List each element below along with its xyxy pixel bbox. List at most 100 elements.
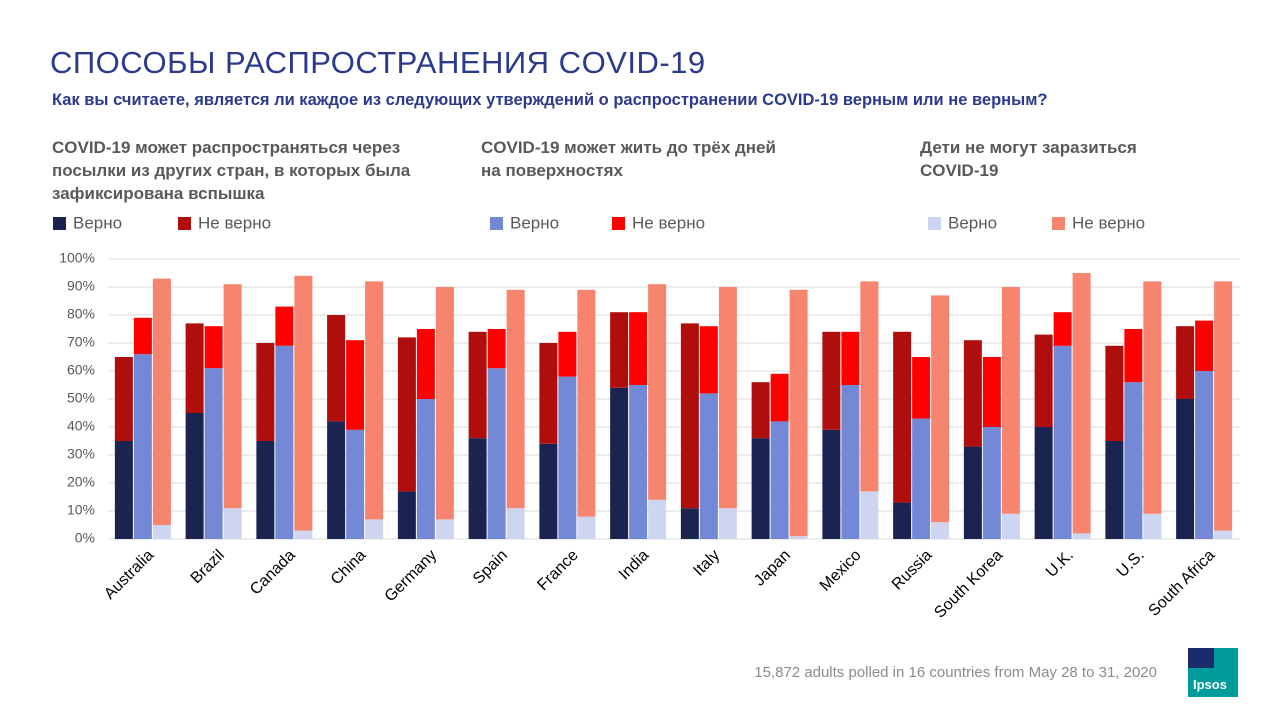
bar-segment (327, 421, 346, 539)
bar-segment (346, 429, 365, 539)
bar-segment (256, 441, 275, 539)
bar-segment (365, 281, 384, 520)
bar-segment (275, 306, 294, 346)
y-tick-label: 50% (67, 390, 95, 406)
bar-segment (327, 315, 346, 422)
bar-segment (1176, 399, 1195, 539)
bar-segment (1072, 533, 1091, 539)
bar-segment (1034, 427, 1053, 539)
x-tick-label: China (328, 547, 370, 589)
bar-segment (365, 519, 384, 539)
bar-segment (841, 385, 860, 539)
bar-segment (680, 323, 699, 509)
logo-text: Ipsos (1193, 677, 1227, 692)
bar-segment (751, 382, 770, 439)
bar-segment (416, 399, 435, 539)
bar-segment (114, 357, 133, 441)
y-tick-label: 20% (67, 474, 95, 490)
bar-segment (1001, 287, 1020, 514)
bar-segment (860, 491, 879, 539)
bar-segment (577, 289, 596, 517)
bar-segment (294, 275, 313, 531)
bar-segment (610, 312, 629, 388)
legend-swatch (612, 217, 625, 230)
bar-segment (468, 331, 487, 439)
bar-segment (506, 508, 525, 539)
legend-label: Верно (73, 213, 122, 232)
bar-segment (539, 443, 558, 539)
x-tick-label: Russia (889, 547, 936, 594)
bar-segment (435, 287, 454, 520)
x-tick-label: Brazil (188, 547, 228, 587)
bar-segment (223, 508, 242, 539)
bar-segment (1176, 326, 1195, 399)
bar-segment (963, 446, 982, 539)
bar-segment (185, 413, 204, 539)
y-tick-label: 30% (67, 446, 95, 462)
bar-segment (770, 373, 789, 422)
legend-label: Верно (948, 213, 997, 232)
bar-segment (610, 387, 629, 539)
bar-segment (1143, 513, 1162, 539)
bar-segment (770, 421, 789, 539)
bar-segment (185, 323, 204, 413)
bar-segment (204, 326, 223, 369)
bar-segment (397, 337, 416, 492)
bar-segment (912, 357, 931, 419)
logo: Ipsos (1188, 648, 1238, 697)
bar-segment (114, 441, 133, 539)
bar-segment (963, 340, 982, 447)
x-tick-label: Japan (751, 547, 794, 590)
x-tick-label: Germany (382, 547, 441, 606)
bar-segment (346, 340, 365, 430)
bar-segment (718, 508, 737, 539)
group-title: Дети не могут заразиться COVID-19 (920, 138, 1137, 180)
x-tick-label: South Korea (931, 547, 1006, 622)
bar-segment (435, 519, 454, 539)
bar-segment (223, 284, 242, 509)
legend-swatch (1052, 217, 1065, 230)
y-tick-label: 90% (67, 278, 95, 294)
x-tick-label: India (616, 547, 653, 584)
x-tick-label: France (534, 547, 581, 594)
bar-segment (751, 438, 770, 539)
subtitle: Как вы считаете, является ли каждое из с… (52, 91, 1048, 109)
bar-segment (1034, 334, 1053, 427)
bar-segment (912, 418, 931, 539)
bar-segment (893, 502, 912, 539)
bar-segment (841, 331, 860, 385)
legend-swatch (53, 217, 66, 230)
legend-label: Не верно (632, 213, 705, 232)
bar-segment (275, 345, 294, 539)
legend-swatch (928, 217, 941, 230)
bar-segment (699, 393, 718, 539)
bar-segment (133, 317, 152, 355)
bar-segment (487, 329, 506, 369)
y-tick-label: 80% (67, 306, 95, 322)
x-tick-label: U.S. (1114, 547, 1148, 581)
bar-segment (1053, 312, 1072, 346)
x-tick-label: Canada (247, 547, 299, 599)
bar-segment (822, 429, 841, 539)
bar-segment (487, 368, 506, 539)
legend-label: Не верно (1072, 213, 1145, 232)
x-tick-label: Mexico (817, 547, 865, 595)
bar-segment (152, 278, 171, 525)
y-tick-label: 100% (59, 250, 95, 266)
bar-segment (822, 331, 841, 430)
bar-segment (1214, 281, 1233, 531)
bar-segment (577, 516, 596, 539)
bar-segment (1105, 345, 1124, 441)
bar-segment (648, 284, 667, 500)
bar-segment (1195, 371, 1214, 539)
y-tick-label: 40% (67, 418, 95, 434)
bar-segment (893, 331, 912, 503)
y-tick-label: 0% (75, 530, 95, 546)
bar-segment (506, 289, 525, 509)
bar-segment (982, 357, 1001, 427)
bar-segment (152, 525, 171, 539)
bar-segment (468, 438, 487, 539)
bar-segment (256, 343, 275, 441)
